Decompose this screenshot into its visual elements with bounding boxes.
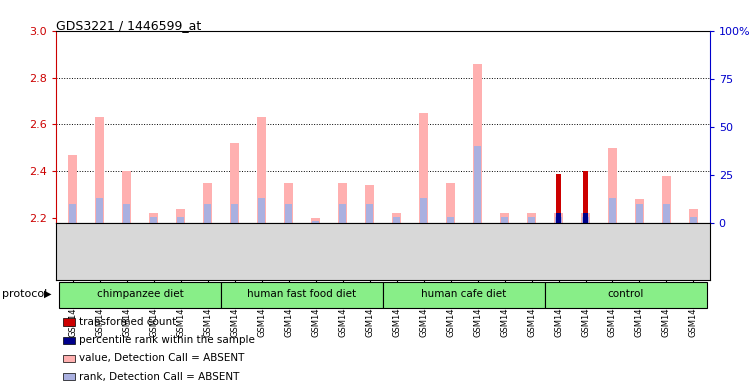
Bar (122, 171, 131, 223)
Bar (473, 63, 482, 223)
Text: GDS3221 / 1446599_at: GDS3221 / 1446599_at (56, 19, 201, 32)
Bar (499, 214, 509, 223)
Bar (553, 214, 563, 223)
Bar (69, 204, 76, 223)
Bar (257, 118, 267, 223)
Bar (231, 204, 237, 223)
Bar (177, 217, 183, 223)
Text: human cafe diet: human cafe diet (421, 289, 507, 299)
FancyBboxPatch shape (221, 282, 383, 308)
Bar (663, 204, 670, 223)
Bar (475, 146, 481, 223)
Bar (689, 209, 698, 223)
Bar (230, 143, 240, 223)
Text: percentile rank within the sample: percentile rank within the sample (79, 335, 255, 345)
Bar (95, 118, 104, 223)
Bar (529, 217, 535, 223)
Bar (583, 171, 588, 223)
Bar (149, 214, 158, 223)
Bar (311, 218, 320, 223)
Bar (556, 217, 562, 223)
Bar (96, 198, 103, 223)
Text: protocol: protocol (2, 289, 47, 299)
Bar (123, 204, 130, 223)
Bar (556, 213, 561, 223)
Bar (204, 204, 210, 223)
Bar (556, 174, 561, 223)
Bar (583, 213, 588, 223)
Text: chimpanzee diet: chimpanzee diet (97, 289, 183, 299)
Bar (176, 209, 185, 223)
Bar (63, 336, 74, 344)
Bar (203, 183, 213, 223)
Bar (448, 217, 454, 223)
Text: value, Detection Call = ABSENT: value, Detection Call = ABSENT (79, 353, 245, 364)
Bar (365, 185, 374, 223)
Bar (502, 217, 508, 223)
FancyBboxPatch shape (383, 282, 545, 308)
Bar (258, 198, 264, 223)
Bar (366, 204, 372, 223)
Bar (150, 217, 157, 223)
FancyBboxPatch shape (59, 282, 221, 308)
Bar (421, 198, 427, 223)
Bar (609, 198, 616, 223)
Bar (583, 217, 589, 223)
Bar (63, 318, 74, 326)
Text: transformed count: transformed count (79, 317, 176, 327)
Text: human fast food diet: human fast food diet (247, 289, 357, 299)
Bar (635, 199, 644, 223)
Bar (419, 113, 428, 223)
Bar (392, 214, 401, 223)
Text: rank, Detection Call = ABSENT: rank, Detection Call = ABSENT (79, 372, 240, 382)
Bar (608, 148, 617, 223)
Bar (636, 204, 643, 223)
Bar (526, 214, 536, 223)
Bar (63, 373, 74, 380)
Bar (68, 155, 77, 223)
Bar (581, 214, 590, 223)
Bar (312, 221, 318, 223)
Bar (446, 183, 455, 223)
Bar (63, 355, 74, 362)
Bar (662, 176, 671, 223)
Text: control: control (608, 289, 644, 299)
Bar (284, 183, 293, 223)
FancyBboxPatch shape (545, 282, 707, 308)
Bar (285, 204, 291, 223)
Bar (338, 183, 347, 223)
Bar (690, 217, 697, 223)
Text: ▶: ▶ (44, 289, 51, 299)
Bar (339, 204, 345, 223)
Bar (394, 217, 400, 223)
